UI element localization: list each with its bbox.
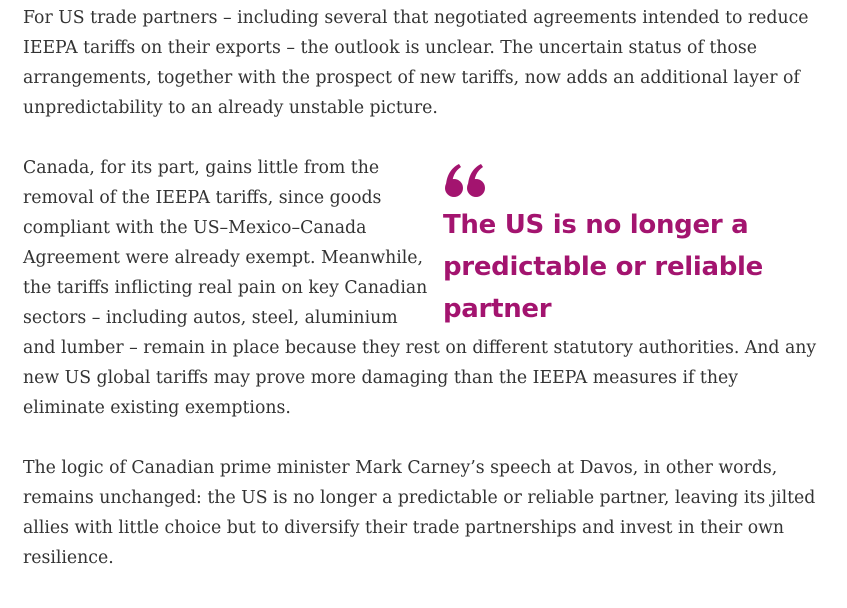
paragraph-3: The logic of Canadian prime minister Mar…	[23, 458, 816, 568]
pull-quote-text: The US is no longer a predictable or rel…	[443, 210, 764, 324]
paragraph-2-text: Canada, for its part, gains little from …	[23, 158, 817, 418]
pull-quote: The US is no longer a predictable or rel…	[443, 164, 803, 330]
paragraph-1: For US trade partners – including severa…	[23, 8, 809, 118]
article-body: For US trade partners – including severa…	[23, 3, 823, 603]
quote-mark-icon	[445, 164, 803, 204]
